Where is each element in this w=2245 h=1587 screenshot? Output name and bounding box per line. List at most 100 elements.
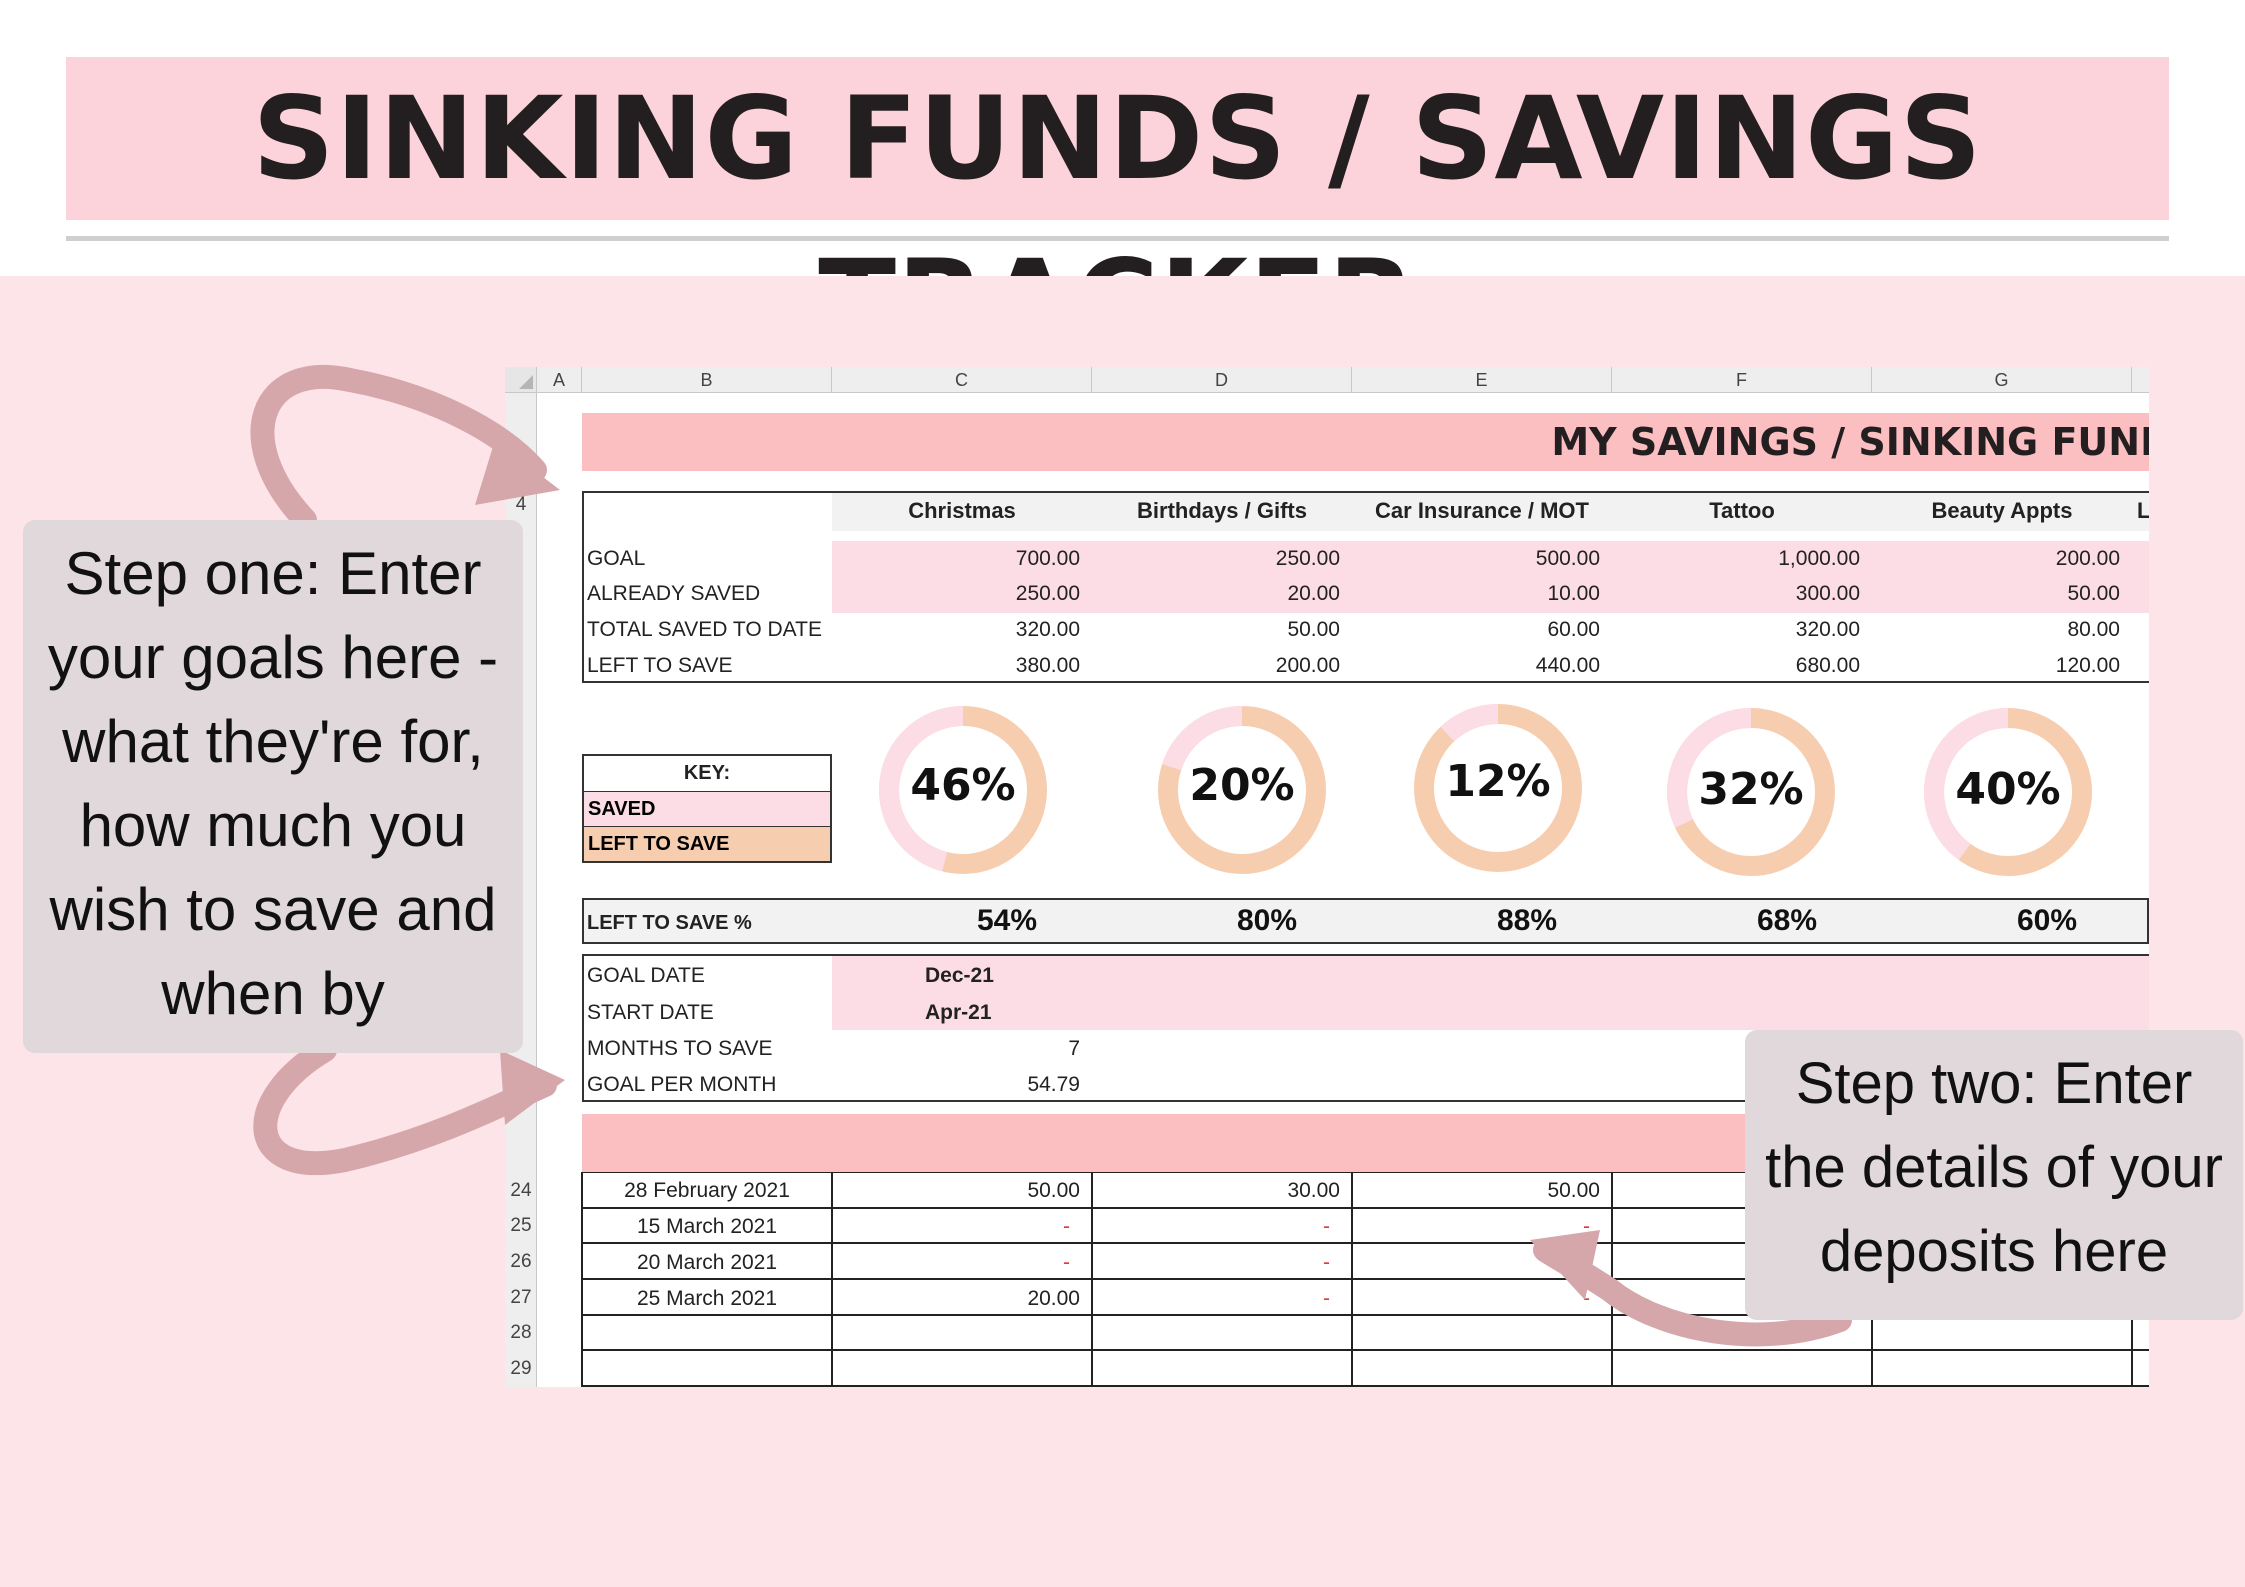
label-already-saved: ALREADY SAVED <box>587 582 761 605</box>
select-all-corner[interactable] <box>505 367 537 393</box>
donut-chart <box>1158 706 1326 874</box>
date-input-fill <box>832 956 2149 1030</box>
goal-cell[interactable]: 500.00 <box>1535 547 1600 570</box>
label-months-to-save: MONTHS TO SAVE <box>587 1037 773 1060</box>
arrowhead-icon <box>500 1050 565 1125</box>
arrow-step-one-bottom <box>253 1038 557 1176</box>
row-header[interactable]: 27 <box>510 1287 532 1308</box>
left-to-save-pct: 88% <box>1496 904 1558 937</box>
donut-label: 46% <box>910 760 1016 811</box>
arrowhead-icon <box>475 440 560 505</box>
left-to-save-cell[interactable]: 380.00 <box>1015 654 1080 677</box>
arrowhead-icon <box>1530 1230 1600 1300</box>
row-header[interactable]: 24 <box>510 1180 532 1201</box>
start-date-cell[interactable]: Apr-21 <box>925 1001 992 1024</box>
category-beauty[interactable]: Beauty Appts <box>1931 498 2073 523</box>
deposit-amount[interactable]: 30.00 <box>1287 1179 1340 1202</box>
callout-step-two: Step two: Enter the details of your depo… <box>1745 1030 2243 1320</box>
row-header[interactable]: 29 <box>510 1358 532 1379</box>
left-to-save-pct-label: LEFT TO SAVE % <box>587 912 752 934</box>
column-header-a[interactable]: A <box>537 367 582 393</box>
row-header[interactable]: 4 <box>515 494 527 515</box>
left-to-save-cell[interactable]: 200.00 <box>1275 654 1340 677</box>
label-goal-date: GOAL DATE <box>587 964 705 987</box>
goal-cell[interactable]: 1,000.00 <box>1778 547 1860 570</box>
deposit-amount[interactable]: 50.00 <box>1547 1179 1600 1202</box>
donut-saved-arc <box>879 706 1047 874</box>
left-to-save-cell[interactable]: 680.00 <box>1795 654 1860 677</box>
deposit-amount[interactable]: - <box>1063 1251 1070 1274</box>
deposit-date[interactable]: 28 February 2021 <box>624 1179 790 1202</box>
deposit-amount[interactable]: - <box>1323 1215 1330 1238</box>
donut-chart <box>1667 708 1835 876</box>
deposit-amount[interactable]: - <box>1583 1287 1590 1310</box>
left-to-save-cell[interactable]: 120.00 <box>2055 654 2120 677</box>
column-header-e[interactable]: E <box>1352 367 1612 393</box>
goal-cell[interactable]: 700.00 <box>1015 547 1080 570</box>
left-to-save-pct: 68% <box>1756 904 1818 937</box>
donut-saved-arc <box>1414 704 1582 872</box>
left-to-save-cell[interactable]: 440.00 <box>1535 654 1600 677</box>
row-header[interactable]: 28 <box>510 1322 532 1343</box>
deposit-amount[interactable]: - <box>1323 1287 1330 1310</box>
deposit-amount[interactable]: 20.00 <box>1027 1287 1080 1310</box>
deposit-date[interactable]: 20 March 2021 <box>636 1251 778 1274</box>
callout-step-one: Step one: Enter your goals here - what t… <box>23 520 523 1053</box>
column-header-b[interactable]: B <box>582 367 832 393</box>
total-saved-cell[interactable]: 320.00 <box>1795 618 1860 641</box>
already-saved-cell[interactable]: 10.00 <box>1547 582 1600 605</box>
total-saved-cell[interactable]: 60.00 <box>1547 618 1600 641</box>
key-saved: SAVED <box>584 791 830 826</box>
callout-line: how much you <box>79 792 467 859</box>
category-car-insurance[interactable]: Car Insurance / MOT <box>1375 498 1589 523</box>
row-header[interactable]: 25 <box>510 1215 532 1236</box>
already-saved-cell[interactable]: 250.00 <box>1015 582 1080 605</box>
input-fill <box>832 541 2149 613</box>
sheet-title-bar: MY SAVINGS / SINKING FUNDS <box>582 413 2149 471</box>
months-to-save-cell[interactable]: 7 <box>1068 1037 1080 1060</box>
category-partial[interactable]: L <box>2137 498 2149 523</box>
donut-label: 20% <box>1189 760 1295 811</box>
already-saved-cell[interactable]: 20.00 <box>1287 582 1340 605</box>
goal-cell[interactable]: 200.00 <box>2055 547 2120 570</box>
deposit-date[interactable]: 15 March 2021 <box>636 1215 778 1238</box>
row-header[interactable]: 26 <box>510 1251 532 1272</box>
banner-divider <box>66 236 2169 241</box>
label-goal: GOAL <box>587 547 646 570</box>
left-to-save-pct: 80% <box>1236 904 1298 937</box>
category-christmas[interactable]: Christmas <box>908 498 1016 523</box>
deposit-amount[interactable]: - <box>1063 1215 1070 1238</box>
goal-per-month-cell[interactable]: 54.79 <box>1027 1073 1080 1096</box>
left-to-save-pct: 54% <box>976 904 1038 937</box>
deposit-amount[interactable]: - <box>1583 1215 1590 1238</box>
arrow-step-one-top <box>250 364 547 532</box>
donut-chart <box>1924 708 2092 876</box>
donut-label: 12% <box>1445 756 1551 807</box>
goal-cell[interactable]: 250.00 <box>1275 547 1340 570</box>
callout-line: when by <box>161 960 385 1027</box>
category-birthdays[interactable]: Birthdays / Gifts <box>1137 498 1307 523</box>
already-saved-cell[interactable]: 50.00 <box>2067 582 2120 605</box>
already-saved-cell[interactable]: 300.00 <box>1795 582 1860 605</box>
label-start-date: START DATE <box>587 1001 714 1024</box>
column-header-c[interactable]: C <box>832 367 1092 393</box>
deposit-date[interactable]: 25 March 2021 <box>636 1287 778 1310</box>
donut-label: 40% <box>1955 764 2061 815</box>
total-saved-cell[interactable]: 50.00 <box>1287 618 1340 641</box>
callout-line: the details of your <box>1765 1135 2223 1200</box>
total-saved-cell[interactable]: 80.00 <box>2067 618 2120 641</box>
label-goal-per-month: GOAL PER MONTH <box>587 1073 777 1096</box>
label-total-saved: TOTAL SAVED TO DATE <box>587 618 822 641</box>
goal-date-cell[interactable]: Dec-21 <box>925 964 994 987</box>
column-header-f[interactable]: F <box>1612 367 1872 393</box>
category-tattoo[interactable]: Tattoo <box>1709 498 1775 523</box>
deposit-amount[interactable]: 50.00 <box>1027 1179 1080 1202</box>
left-to-save-pct-row: LEFT TO SAVE % 54% 80% 88% 68% 60% <box>582 898 2149 944</box>
deposit-amount[interactable]: - <box>1323 1251 1330 1274</box>
column-header-partial[interactable] <box>2132 367 2149 393</box>
column-header-d[interactable]: D <box>1092 367 1352 393</box>
column-header-g[interactable]: G <box>1872 367 2132 393</box>
total-saved-cell[interactable]: 320.00 <box>1015 618 1080 641</box>
category-header-fill <box>832 493 2149 531</box>
banner: SINKING FUNDS / SAVINGS TRACKER <box>66 57 2169 368</box>
